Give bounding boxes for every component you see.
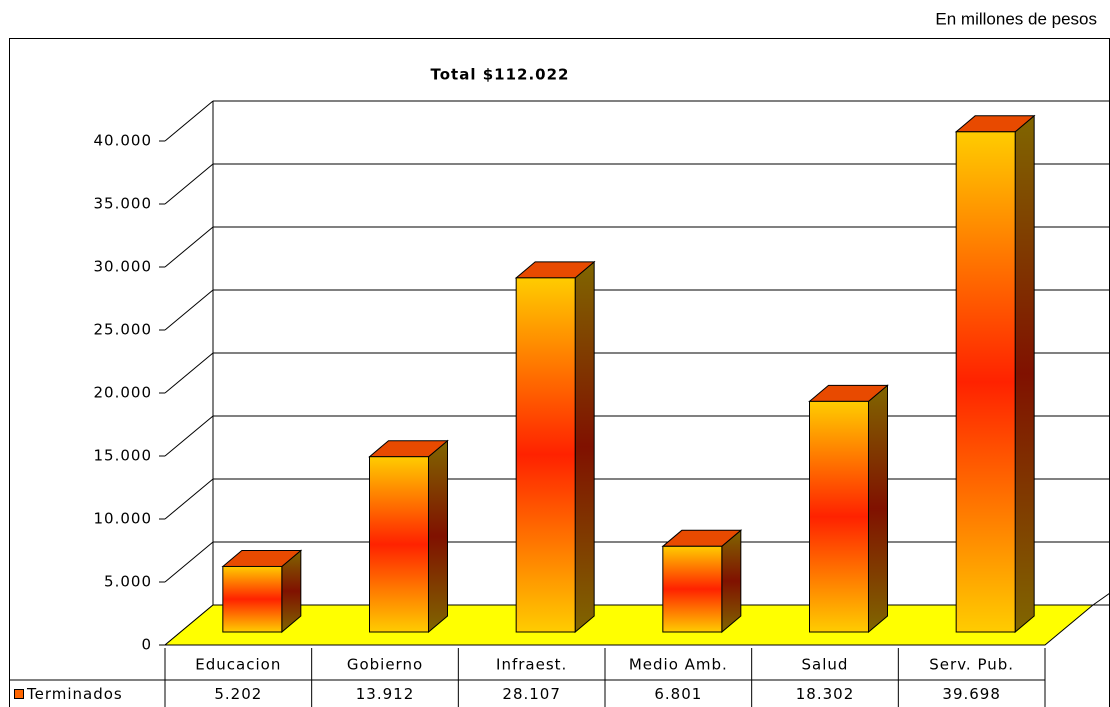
- grid-line: [164, 478, 214, 520]
- y-tick-label: 15.000: [94, 447, 153, 465]
- bar-side: [1014, 114, 1035, 634]
- x-tick-label: Medio Amb.: [629, 656, 728, 674]
- data-label: 5.202: [214, 685, 262, 703]
- x-tick-label: Educacion: [195, 656, 281, 674]
- grid-line: [164, 289, 214, 331]
- grid-line: [164, 415, 214, 457]
- bar: [955, 131, 1016, 633]
- y-tick-label: 10.000: [94, 510, 153, 528]
- y-tick-label: 25.000: [94, 321, 153, 339]
- y-tick-label: 40.000: [94, 132, 153, 150]
- bar: [515, 277, 576, 633]
- y-tick-label: 30.000: [94, 258, 153, 276]
- x-tick-label: Salud: [802, 656, 849, 674]
- legend-label: Terminados: [26, 685, 123, 703]
- grid-line: [164, 163, 214, 205]
- x-tick-label: Infraest.: [496, 656, 567, 674]
- grid-line: [164, 100, 214, 142]
- y-tick-label: 35.000: [94, 195, 153, 213]
- data-label: 28.107: [502, 685, 561, 703]
- bar: [662, 545, 723, 633]
- bar-side: [574, 260, 595, 634]
- grid-line: [164, 352, 214, 394]
- bar: [809, 400, 869, 633]
- chart-title: Total $112.022: [431, 66, 570, 84]
- bar: [222, 565, 283, 633]
- subtitle: En millones de pesos: [935, 9, 1097, 28]
- grid-line: [164, 541, 214, 583]
- y-tick-label: 5.000: [104, 573, 152, 591]
- bar-side: [868, 384, 888, 634]
- floor-edge: [1092, 592, 1110, 606]
- bar: [369, 456, 429, 633]
- y-tick-label: 20.000: [94, 384, 153, 402]
- legend-marker: [14, 689, 24, 699]
- data-label: 39.698: [942, 685, 1001, 703]
- y-tick-label: 0: [141, 636, 152, 654]
- data-label: 18.302: [796, 685, 855, 703]
- bar-side: [428, 439, 448, 634]
- bar-side: [721, 529, 742, 634]
- data-label: 6.801: [654, 685, 702, 703]
- x-tick-label: Gobierno: [347, 656, 423, 674]
- floor: [163, 604, 1095, 646]
- grid-line: [164, 226, 214, 268]
- data-label: 13.912: [356, 685, 415, 703]
- x-tick-label: Serv. Pub.: [929, 656, 1014, 674]
